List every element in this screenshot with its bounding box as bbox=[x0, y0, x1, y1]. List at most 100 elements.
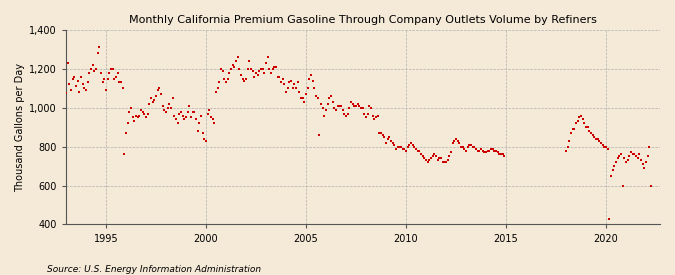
Point bbox=[460, 148, 471, 153]
Point bbox=[202, 111, 213, 116]
Point bbox=[452, 139, 463, 143]
Point bbox=[577, 117, 588, 122]
Point bbox=[624, 154, 634, 159]
Point bbox=[167, 96, 178, 100]
Point bbox=[360, 115, 371, 120]
Point bbox=[334, 104, 345, 108]
Point bbox=[439, 160, 450, 164]
Point bbox=[229, 65, 240, 69]
Point bbox=[277, 76, 288, 81]
Point bbox=[256, 67, 267, 71]
Point bbox=[307, 78, 318, 83]
Point bbox=[369, 117, 380, 122]
Point bbox=[72, 78, 83, 83]
Point bbox=[289, 82, 300, 87]
Point bbox=[482, 148, 493, 153]
Point bbox=[629, 152, 640, 157]
Point bbox=[234, 67, 245, 71]
Point bbox=[247, 68, 258, 73]
Point bbox=[246, 67, 256, 71]
Point bbox=[591, 137, 601, 141]
Point bbox=[232, 55, 243, 59]
Point bbox=[136, 108, 146, 112]
Point bbox=[491, 148, 502, 153]
Point bbox=[466, 142, 477, 147]
Point bbox=[77, 82, 88, 87]
Point bbox=[410, 146, 421, 151]
Point bbox=[374, 131, 385, 135]
Point bbox=[456, 144, 466, 149]
Point bbox=[111, 75, 122, 79]
Point bbox=[176, 109, 186, 114]
Point bbox=[356, 106, 367, 110]
Point bbox=[335, 104, 346, 108]
Point bbox=[576, 113, 587, 118]
Point bbox=[589, 135, 599, 139]
Point bbox=[169, 113, 180, 118]
Point bbox=[142, 111, 153, 116]
Point bbox=[477, 148, 488, 153]
Point bbox=[122, 121, 133, 125]
Point bbox=[494, 152, 505, 157]
Point bbox=[105, 67, 116, 71]
Point bbox=[409, 144, 420, 149]
Point bbox=[574, 115, 585, 120]
Point bbox=[567, 127, 578, 131]
Point bbox=[354, 104, 364, 108]
Point bbox=[109, 76, 119, 81]
Point bbox=[396, 144, 406, 149]
Point bbox=[284, 80, 295, 85]
Point bbox=[427, 154, 438, 159]
Point bbox=[387, 141, 398, 145]
Point bbox=[115, 80, 126, 85]
Point bbox=[69, 75, 80, 79]
Point bbox=[497, 152, 508, 157]
Point bbox=[322, 102, 333, 106]
Point bbox=[231, 59, 242, 63]
Point bbox=[250, 71, 261, 75]
Point bbox=[117, 86, 128, 90]
Point bbox=[484, 148, 495, 153]
Point bbox=[225, 67, 236, 71]
Point bbox=[379, 135, 389, 139]
Point bbox=[267, 67, 278, 71]
Point bbox=[569, 127, 580, 131]
Point bbox=[474, 148, 485, 153]
Point bbox=[437, 160, 448, 164]
Point bbox=[155, 92, 166, 96]
Point bbox=[182, 109, 193, 114]
Point bbox=[367, 113, 378, 118]
Point bbox=[599, 144, 610, 149]
Point bbox=[219, 76, 230, 81]
Point bbox=[199, 137, 210, 141]
Point bbox=[414, 148, 425, 153]
Point bbox=[423, 160, 433, 164]
Point bbox=[476, 146, 487, 151]
Point bbox=[342, 111, 353, 116]
Point bbox=[397, 146, 408, 151]
Point bbox=[269, 65, 279, 69]
Point bbox=[197, 131, 208, 135]
Point bbox=[641, 160, 651, 164]
Point bbox=[281, 90, 292, 94]
Point bbox=[130, 113, 141, 118]
Point bbox=[279, 82, 290, 87]
Point bbox=[221, 80, 232, 85]
Point bbox=[389, 142, 400, 147]
Point bbox=[419, 156, 430, 161]
Point bbox=[564, 139, 574, 143]
Point bbox=[194, 121, 205, 125]
Point bbox=[451, 137, 462, 141]
Point bbox=[620, 160, 631, 164]
Point bbox=[310, 94, 321, 98]
Point bbox=[215, 67, 226, 71]
Point bbox=[636, 158, 647, 163]
Point bbox=[139, 111, 150, 116]
Point bbox=[178, 113, 188, 118]
Point bbox=[114, 80, 125, 85]
Point bbox=[347, 102, 358, 106]
Y-axis label: Thousand Gallons per Day: Thousand Gallons per Day bbox=[15, 63, 25, 192]
Point bbox=[207, 117, 218, 122]
Point bbox=[570, 121, 581, 125]
Point bbox=[444, 154, 455, 159]
